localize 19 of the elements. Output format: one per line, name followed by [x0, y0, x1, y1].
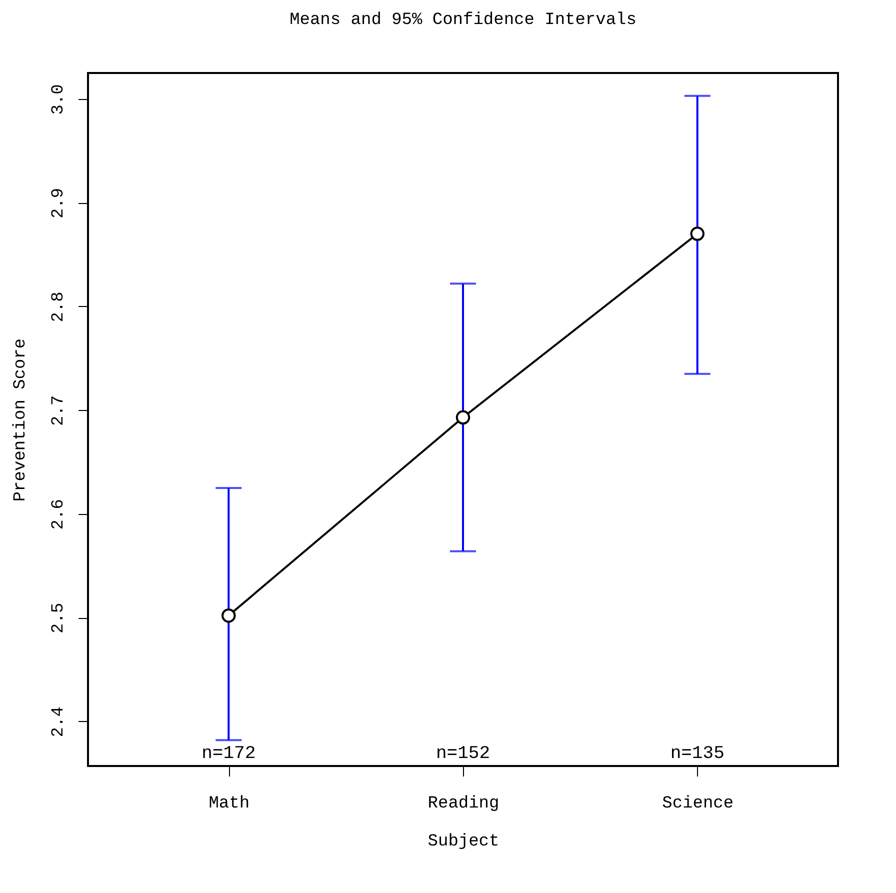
x-tick-label: Reading	[428, 794, 500, 814]
x-axis-title: Subject	[428, 832, 500, 852]
annotation: n=135	[670, 744, 724, 764]
point	[456, 410, 470, 425]
point	[690, 226, 704, 241]
y-tick-label: 2.4	[50, 706, 68, 738]
y-tick-label: 2.8	[50, 292, 68, 322]
x-tick-label: Math	[208, 794, 250, 814]
chart-title: Means and 95% Confidence Intervals	[290, 11, 636, 30]
y-tick-label: 2.9	[50, 188, 68, 218]
y-tick-label: 3.0	[50, 84, 68, 115]
y-tick-label: 2.5	[50, 602, 68, 634]
x-tick-label: Science	[662, 794, 734, 814]
point	[222, 608, 236, 623]
annotation: n=172	[202, 744, 256, 764]
y-tick-label: 2.6	[50, 499, 68, 530]
y-axis-title: Prevention Score	[12, 338, 30, 502]
y-tick-label: 2.7	[50, 395, 68, 426]
annotation: n=152	[436, 744, 490, 764]
